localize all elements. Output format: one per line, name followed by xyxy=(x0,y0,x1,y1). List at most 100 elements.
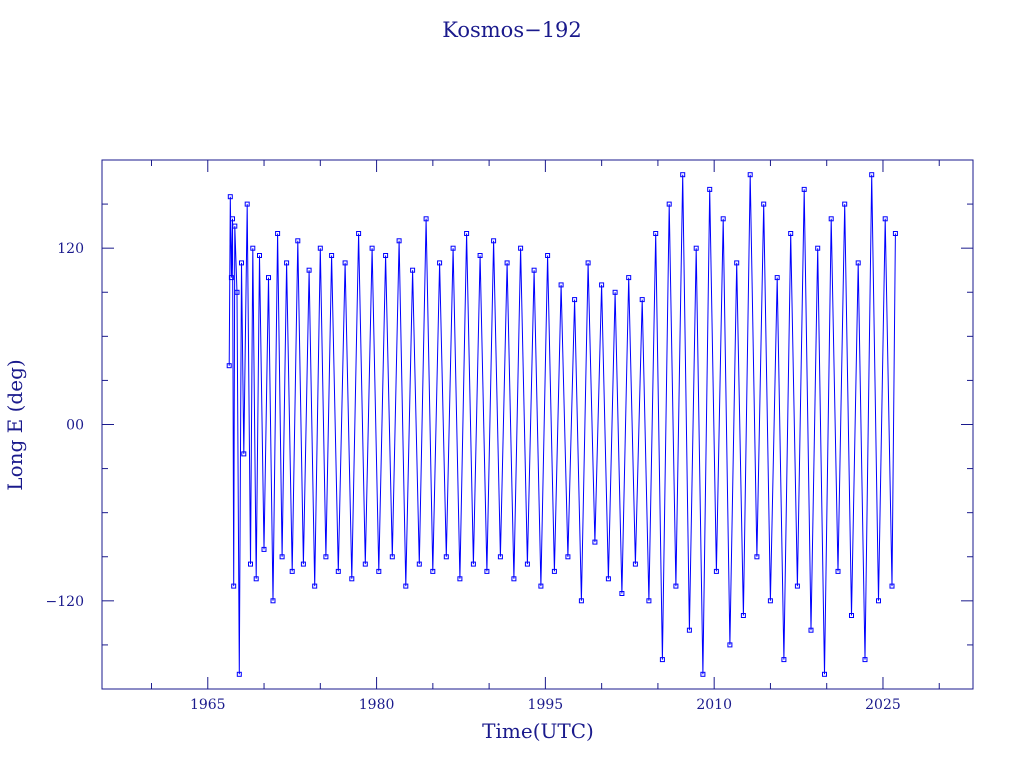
data-point xyxy=(646,598,652,604)
data-point xyxy=(457,576,463,582)
data-point xyxy=(869,172,875,178)
data-point xyxy=(230,216,235,222)
data-point xyxy=(356,231,362,236)
data-point xyxy=(518,245,524,251)
data-point xyxy=(781,657,787,663)
data-layer xyxy=(226,172,898,677)
data-point xyxy=(284,260,290,266)
data-point xyxy=(323,554,329,560)
data-point xyxy=(239,260,244,266)
data-point xyxy=(312,583,318,589)
x-axis-label: Time(UTC) xyxy=(482,719,594,743)
data-point xyxy=(511,576,517,582)
data-point xyxy=(369,245,375,251)
data-point xyxy=(632,561,638,567)
data-point xyxy=(226,363,232,369)
data-point xyxy=(612,289,618,295)
data-point xyxy=(497,554,503,560)
data-point xyxy=(275,231,281,236)
data-point xyxy=(578,598,584,604)
data-point xyxy=(892,231,898,236)
data-point xyxy=(639,297,645,303)
data-point xyxy=(815,245,821,251)
data-point xyxy=(342,260,348,266)
chart-title: Kosmos−192 xyxy=(442,18,582,42)
data-point xyxy=(470,561,476,567)
data-point xyxy=(788,231,794,236)
data-point xyxy=(693,245,699,251)
data-point xyxy=(659,657,665,663)
data-point xyxy=(727,642,733,648)
data-point xyxy=(464,231,470,236)
data-point xyxy=(443,554,449,560)
data-point xyxy=(828,216,834,222)
data-point xyxy=(801,186,807,192)
data-point xyxy=(680,172,686,178)
data-point xyxy=(592,539,598,545)
data-point xyxy=(619,591,625,596)
series-line xyxy=(228,174,896,675)
y-axis-label: Long E (deg) xyxy=(3,359,27,490)
data-point xyxy=(484,568,490,574)
y-tick-label: −120 xyxy=(46,594,84,610)
data-point xyxy=(862,657,868,663)
y-tick-label: 00 xyxy=(66,418,84,434)
tick-layer: 1965 1980 1995 2010 2025 −120 00 120 xyxy=(46,160,973,713)
data-point xyxy=(767,598,773,604)
data-point xyxy=(673,583,679,589)
data-point xyxy=(491,238,497,244)
data-point xyxy=(317,245,323,251)
data-point xyxy=(653,231,659,236)
y-tick-label: 120 xyxy=(57,241,84,257)
data-point xyxy=(666,201,672,207)
data-point xyxy=(376,568,382,574)
data-point xyxy=(232,223,238,229)
data-point xyxy=(565,554,571,560)
data-point xyxy=(808,627,814,633)
data-point xyxy=(747,172,753,178)
data-point xyxy=(227,194,233,200)
data-point xyxy=(236,671,242,677)
data-point xyxy=(329,253,335,258)
x-tick-label: 1980 xyxy=(359,697,395,713)
data-point xyxy=(261,546,267,552)
data-point xyxy=(231,583,237,589)
x-tick-label: 2010 xyxy=(696,697,732,713)
x-tick-label: 2025 xyxy=(865,697,901,713)
data-point xyxy=(545,253,551,258)
data-point xyxy=(740,613,746,618)
data-point xyxy=(835,568,841,574)
data-point xyxy=(423,216,429,222)
data-point xyxy=(551,568,557,574)
data-point xyxy=(822,671,827,677)
data-point xyxy=(734,260,740,266)
data-point xyxy=(713,568,719,574)
data-point xyxy=(700,671,706,677)
data-point xyxy=(605,576,611,582)
data-point xyxy=(761,201,767,207)
data-point xyxy=(794,583,800,589)
data-point xyxy=(300,561,306,567)
data-point xyxy=(720,216,726,222)
data-point xyxy=(396,238,402,244)
data-point xyxy=(306,267,312,273)
x-tick-label: 1995 xyxy=(528,697,564,713)
data-point xyxy=(228,275,234,281)
data-point xyxy=(244,201,250,207)
data-point xyxy=(257,253,262,258)
data-point xyxy=(572,297,578,303)
data-point xyxy=(241,451,247,457)
data-point xyxy=(524,561,530,567)
data-point xyxy=(849,613,854,618)
data-point xyxy=(585,260,591,266)
data-point xyxy=(626,275,632,281)
data-point xyxy=(349,576,355,582)
data-point xyxy=(842,201,848,207)
data-point xyxy=(504,260,510,266)
data-point xyxy=(250,245,256,251)
data-point xyxy=(686,627,692,633)
data-point xyxy=(383,253,389,258)
data-point xyxy=(234,289,240,295)
data-point xyxy=(538,583,544,589)
